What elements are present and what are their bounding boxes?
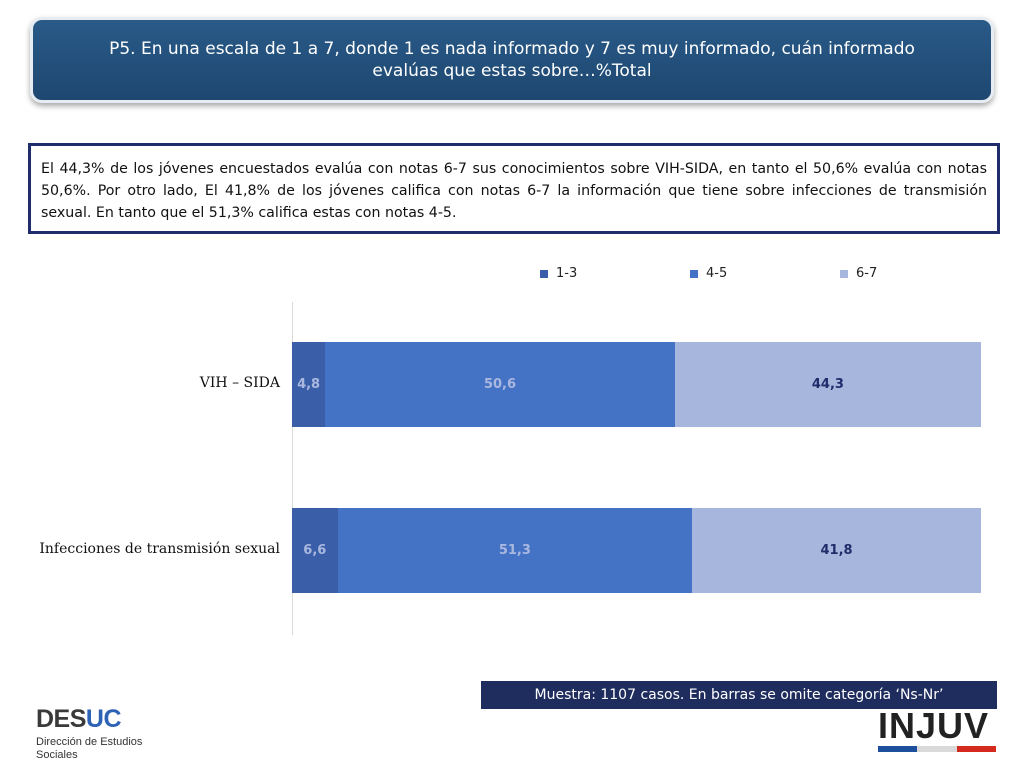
chart-title: P5. En una escala de 1 a 7, donde 1 es n… <box>109 39 915 81</box>
category-axis-line <box>292 302 293 635</box>
data-label: 4,8 <box>297 377 321 392</box>
data-label: 44,3 <box>811 377 844 392</box>
injuv-wordmark: INJUV <box>878 705 990 746</box>
legend-swatch <box>540 269 548 278</box>
desuc-logo: DESUC Dirección de Estudios Sociales <box>36 705 142 762</box>
desuc-subtitle: Dirección de Estudios Sociales <box>36 736 143 761</box>
injuv-logo: INJUV <box>878 708 996 752</box>
sample-footnote-text: Muestra: 1107 casos. En barras se omite … <box>534 687 944 703</box>
bar-segment-1-3: 4,8 <box>292 342 326 427</box>
legend-swatch <box>690 269 698 278</box>
category-label: VIH – SIDA <box>199 374 280 391</box>
summary-box: El 44,3% de los jóvenes encuestados eval… <box>28 143 1000 234</box>
desuc-wordmark: DESUC <box>36 705 122 733</box>
bar-segment-1-3: 6,6 <box>292 508 338 593</box>
bar-segment-6-7: 41,8 <box>692 508 981 593</box>
chart-title-banner: P5. En una escala de 1 a 7, donde 1 es n… <box>30 17 994 103</box>
bar-segment-6-7: 44,3 <box>674 342 981 427</box>
stacked-bar-chart: 1-3 4-5 6-7 VIH – SIDA 4,8 50,6 44,3 Infeccione… <box>0 250 1024 650</box>
bar-segment-4-5: 50,6 <box>325 342 675 427</box>
legend-item-1-3: 1-3 <box>540 266 577 281</box>
legend-item-4-5: 4-5 <box>690 266 727 281</box>
summary-text: El 44,3% de los jóvenes encuestados eval… <box>41 161 987 221</box>
data-label: 41,8 <box>820 543 853 558</box>
bar-segment-4-5: 51,3 <box>337 508 693 593</box>
legend-swatch <box>840 269 848 278</box>
legend-item-6-7: 6-7 <box>840 266 877 281</box>
data-label: 51,3 <box>498 543 531 558</box>
legend-label: 6-7 <box>856 266 878 281</box>
sample-footnote: Muestra: 1107 casos. En barras se omite … <box>481 681 997 709</box>
data-label: 50,6 <box>483 377 517 392</box>
legend-label: 1-3 <box>556 266 578 281</box>
data-label: 6,6 <box>303 543 327 558</box>
stacked-bar: 6,6 51,3 41,8 <box>292 508 981 593</box>
legend-label: 4-5 <box>706 266 728 281</box>
category-label: Infecciones de transmisión sexual <box>39 540 280 557</box>
stacked-bar: 4,8 50,6 44,3 <box>292 342 981 427</box>
injuv-flag-stripe <box>878 746 996 752</box>
